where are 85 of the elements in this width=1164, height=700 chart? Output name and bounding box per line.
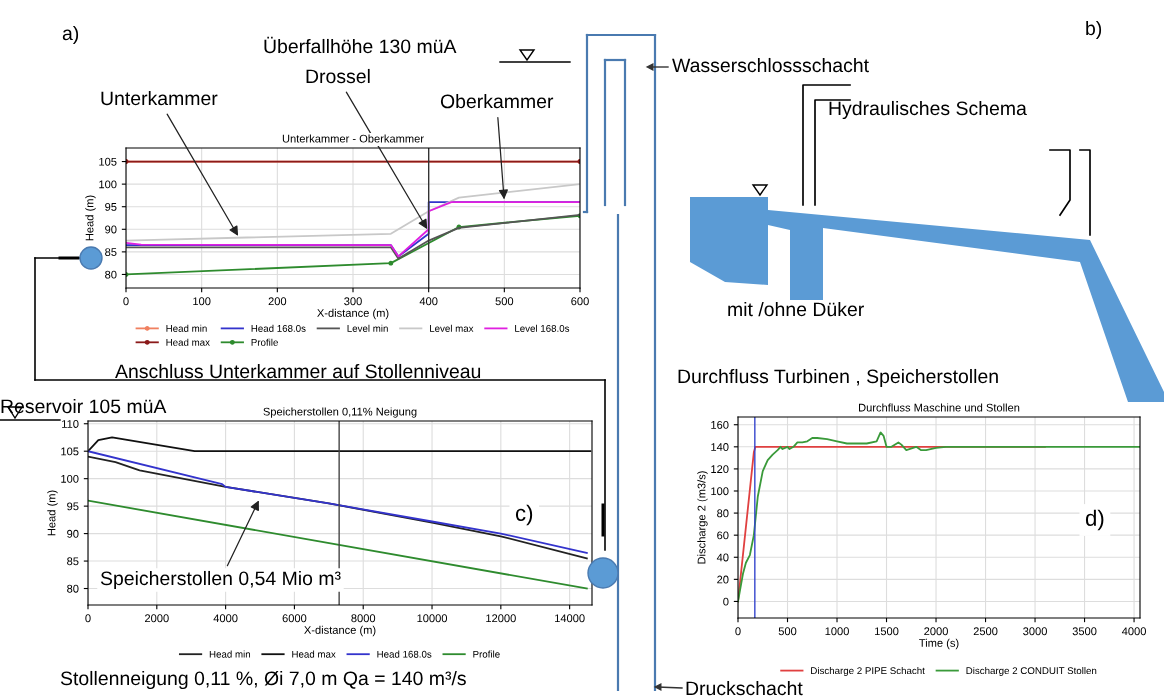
y-tick-label: 85 <box>67 557 79 566</box>
x-tick-label: 200 <box>268 297 287 306</box>
x-tick-label: 1500 <box>875 627 899 636</box>
x-tick-label: 10000 <box>417 614 448 623</box>
y-tick-label: 80 <box>67 584 79 593</box>
text: Druckschacht <box>686 680 803 696</box>
x-tick-label: 3000 <box>1023 627 1047 636</box>
annotation: Oberkammer <box>440 93 554 109</box>
x-tick-label: 2000 <box>145 614 169 623</box>
legend-label: Profile <box>251 338 278 346</box>
annotation: Unterkammer <box>101 90 218 106</box>
text: Überfallhöhe 130 müA <box>264 36 457 54</box>
annotation: Drossel <box>306 68 370 84</box>
x-tick-label: 14000 <box>555 614 585 623</box>
text: a) <box>62 25 79 45</box>
x-tick-label: 400 <box>419 297 438 306</box>
text: Stollenneigung 0,11 %, Øi 7,0 m Qa = 140 m³/s <box>60 670 466 690</box>
y-tick-label: 85 <box>105 248 117 257</box>
legend-label: Discharge 2 PIPE Schacht <box>811 666 925 677</box>
text: mit /ohne Düker <box>728 301 864 317</box>
legend-label: Head max <box>166 338 210 346</box>
legend-label: Level min <box>347 324 388 332</box>
y-axis-title: Discharge 2 (m3/s) <box>697 471 708 564</box>
y-tick-label: 100 <box>61 474 79 483</box>
y-tick-label: 90 <box>67 529 79 538</box>
y-tick-label: 80 <box>105 270 117 279</box>
y-tick-label: 100 <box>711 487 729 496</box>
y-tick-label: 120 <box>711 465 729 474</box>
x-tick-label: 500 <box>778 627 797 636</box>
x-axis-title: Time (s) <box>919 638 959 650</box>
x-tick-label: 500 <box>495 297 514 306</box>
x-tick-label: 0 <box>735 627 741 636</box>
x-tick-label: 100 <box>193 297 211 306</box>
x-tick-label: 2500 <box>973 627 998 636</box>
y-tick-label: 105 <box>61 447 79 456</box>
y-axis-title: Head (m) <box>47 490 58 536</box>
annotation: c) <box>515 504 533 526</box>
text: Hydraulisches Schema <box>829 100 1027 120</box>
x-tick-label: 12000 <box>486 614 516 623</box>
x-tick-label: 600 <box>571 297 589 306</box>
legend-label: Head min <box>209 650 251 658</box>
y-tick-label: 90 <box>105 225 117 234</box>
chart-title: Speicherstollen 0,11% Neigung <box>263 407 417 418</box>
y-tick-label: 0 <box>723 597 729 606</box>
text: Wasserschlossschacht <box>672 57 869 73</box>
x-tick-label: 300 <box>344 297 362 306</box>
legend-label: Head max <box>292 650 336 658</box>
text: Anschluss Unterkammer auf Stollenniveau <box>115 363 481 379</box>
x-tick-label: 1000 <box>825 627 849 636</box>
y-tick-label: 110 <box>62 420 79 428</box>
y-tick-label: 140 <box>711 443 729 451</box>
y-axis-title: Head (m) <box>85 195 96 241</box>
legend-label: Discharge 2 CONDUIT Stollen <box>966 666 1097 677</box>
annotation: d) <box>1085 509 1104 531</box>
legend-label: Level 168.0s <box>515 324 570 332</box>
text: Reservoir 105 müA <box>1 398 167 414</box>
y-tick-label: 105 <box>99 157 117 166</box>
y-tick-label: 20 <box>717 575 729 584</box>
x-axis-title: X-distance (m) <box>317 308 389 320</box>
x-tick-label: 8000 <box>351 614 376 623</box>
y-tick-label: 95 <box>105 202 117 211</box>
chart-title: Unterkammer - Oberkammer <box>282 134 424 143</box>
y-tick-label: 80 <box>717 509 729 518</box>
x-tick-label: 4000 <box>213 614 238 623</box>
legend-label: Profile <box>473 650 500 658</box>
x-tick-label: 3500 <box>1072 627 1097 636</box>
text: b) <box>1086 20 1102 40</box>
x-tick-label: 0 <box>85 614 91 623</box>
x-axis-title: X-distance (m) <box>304 625 376 637</box>
y-tick-label: 40 <box>716 553 729 562</box>
y-tick-label: 60 <box>717 531 729 540</box>
legend-label: Head min <box>166 324 207 332</box>
legend-label: Level max <box>430 324 474 332</box>
y-tick-label: 100 <box>99 180 117 189</box>
x-tick-label: 0 <box>123 297 129 306</box>
chart-title: Durchfluss Maschine und Stollen <box>859 403 1020 412</box>
x-tick-label: 6000 <box>282 614 307 623</box>
y-tick-label: 160 <box>711 421 729 429</box>
annotation: Speicherstollen 0,54 Mio m³ <box>100 570 341 590</box>
y-tick-label: 95 <box>67 502 79 511</box>
x-tick-label: 2000 <box>924 627 948 636</box>
x-tick-label: 4000 <box>1121 627 1146 636</box>
legend-label: Head 168.0s <box>377 650 432 658</box>
text: Durchfluss Turbinen , Speicherstollen <box>678 368 998 388</box>
legend-label: Head 168.0s <box>251 324 306 332</box>
